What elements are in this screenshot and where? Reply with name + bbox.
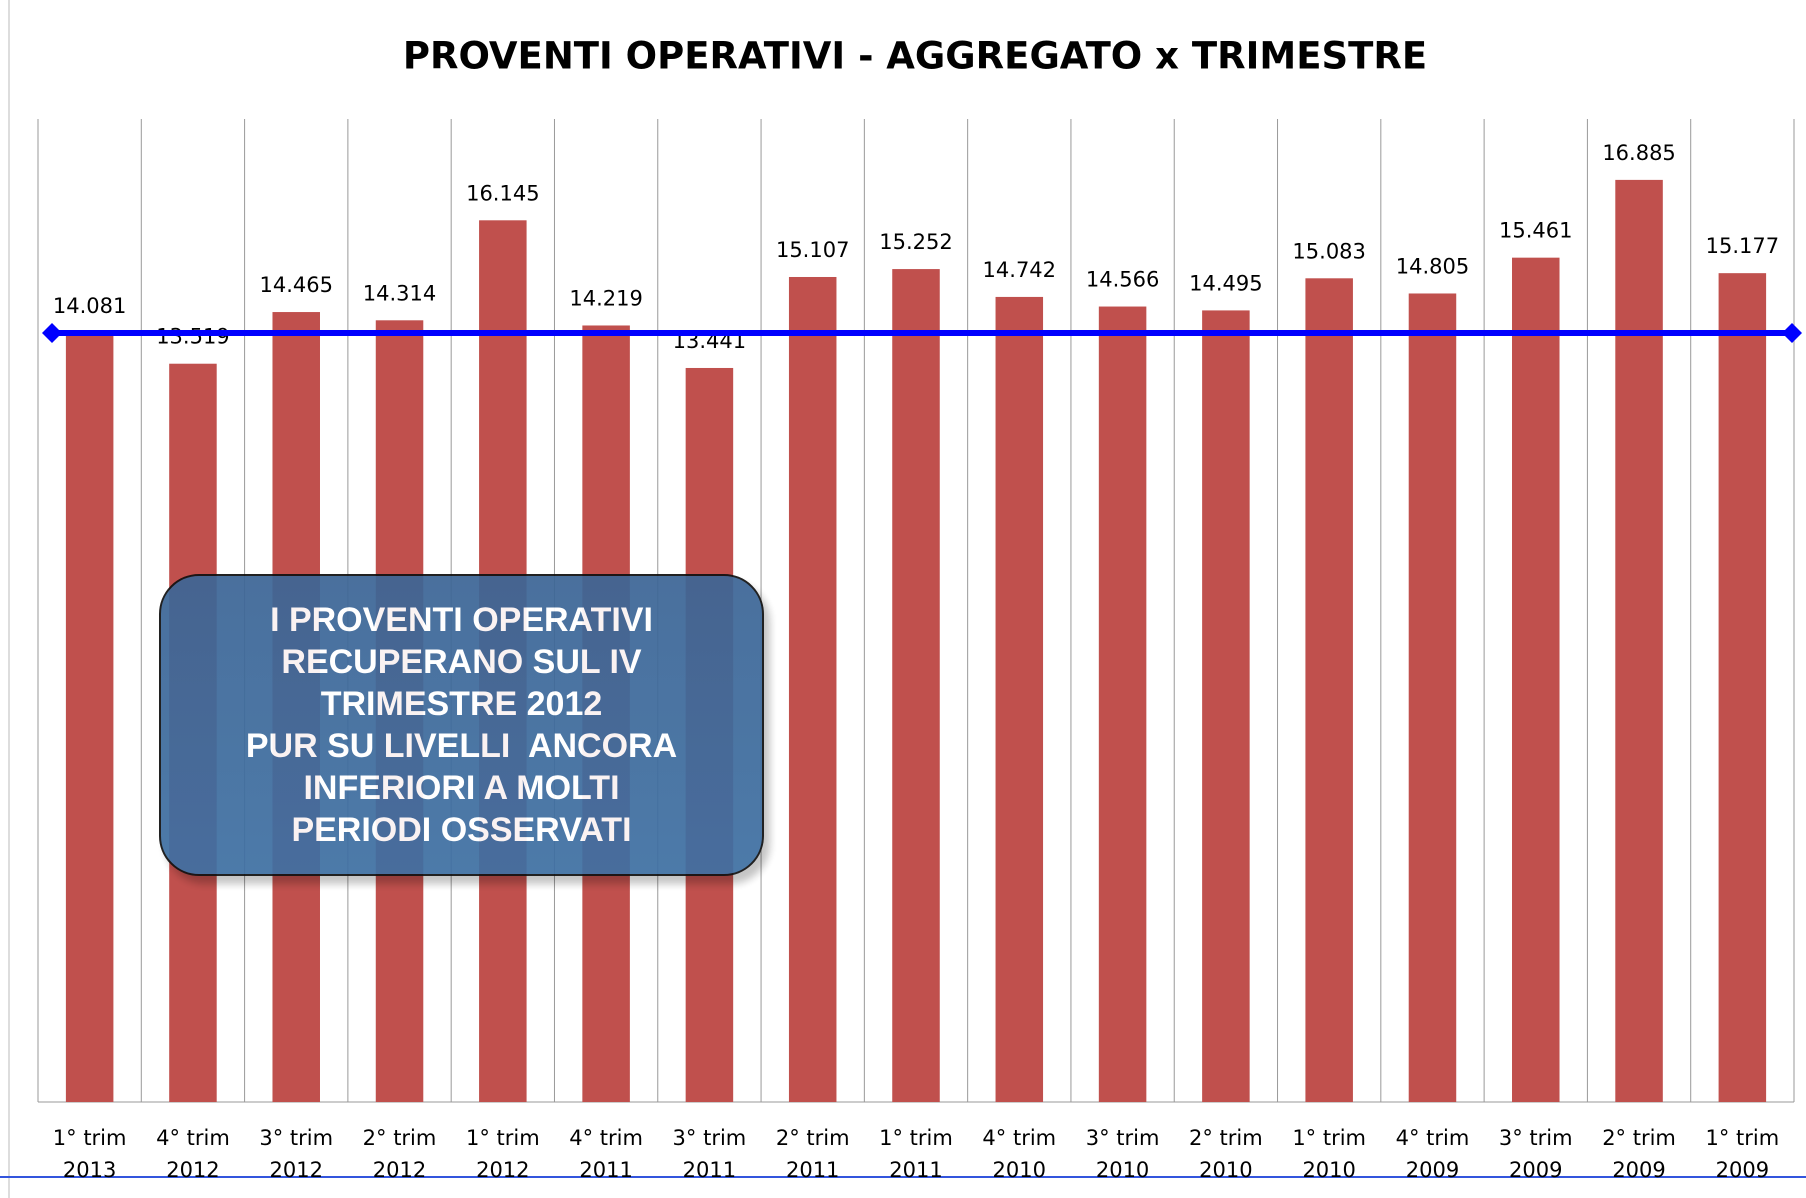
annotation-line: TRIMESTRE 2012 [320,685,603,723]
bar [788,276,837,1102]
reference-marker [42,323,62,344]
value-label: 14.465 [259,273,332,297]
value-label: 15.252 [879,230,952,254]
x-tick-label: 1° trim 2009 [1705,1126,1780,1182]
x-tick-label: 2° trim 2009 [1602,1126,1676,1182]
value-label: 14.219 [569,286,642,310]
value-label: 14.495 [1189,271,1262,295]
value-label: 14.805 [1396,254,1469,278]
x-tick-label: 1° trim 2011 [879,1126,953,1182]
value-label: 14.314 [363,281,436,305]
annotation-box: I PROVENTI OPERATIVI RECUPERANO SUL IV TRI… [159,574,764,876]
x-tick-label: 2° trim 2012 [362,1126,437,1182]
x-tick-label: 4° trim 2012 [156,1126,230,1182]
x-tick-label: 3° trim 2012 [259,1126,334,1182]
x-tick-label: 4° trim 2011 [569,1126,643,1182]
x-tick-label: 3° trim 2011 [672,1126,747,1182]
bar [1615,179,1663,1103]
x-tick-label: 1° trim 2013 [52,1126,127,1182]
bar [1718,273,1767,1102]
x-tick-label: 2° trim 2010 [1189,1126,1263,1182]
value-label: 16.145 [466,181,539,205]
bar [65,333,114,1102]
x-tick-label: 1° trim 2010 [1292,1126,1367,1182]
annotation-line: PUR SU LIVELLI ANCORA [245,727,678,765]
value-label: 15.083 [1292,239,1365,263]
bar [1098,306,1147,1102]
x-tick-label: 2° trim 2011 [775,1126,850,1182]
bar [995,296,1044,1103]
x-tick-label: 4° trim 2010 [982,1126,1057,1182]
bar [1512,257,1560,1103]
value-label: 14.081 [53,294,126,318]
value-label: 16.885 [1602,141,1675,165]
chart-title: PROVENTI OPERATIVI - AGGREGATO x TRIMEST… [403,35,1427,78]
annotation-line: I PROVENTI OPERATIVI [270,601,653,639]
value-label: 13.519 [156,325,229,349]
value-label: 14.742 [983,258,1056,282]
bar [1305,278,1353,1102]
bar [892,269,940,1103]
value-label: 15.177 [1706,234,1779,258]
x-tick-label: 4° trim 2009 [1395,1126,1470,1182]
annotation-line: INFERIORI A MOLTI [303,769,620,807]
bar [1408,293,1457,1102]
annotation-line: RECUPERANO SUL IV [281,643,642,681]
value-label: 15.461 [1499,219,1572,243]
x-tick-label: 3° trim 2010 [1085,1126,1160,1182]
annotation-line: PERIODI OSSERVATI [291,811,632,849]
x-tick-label: 3° trim 2009 [1498,1126,1573,1182]
reference-marker [1782,323,1802,344]
x-tick-label: 1° trim 2012 [465,1126,540,1182]
value-label: 15.107 [776,238,849,262]
bar [1202,310,1250,1102]
value-label: 14.566 [1086,268,1159,292]
